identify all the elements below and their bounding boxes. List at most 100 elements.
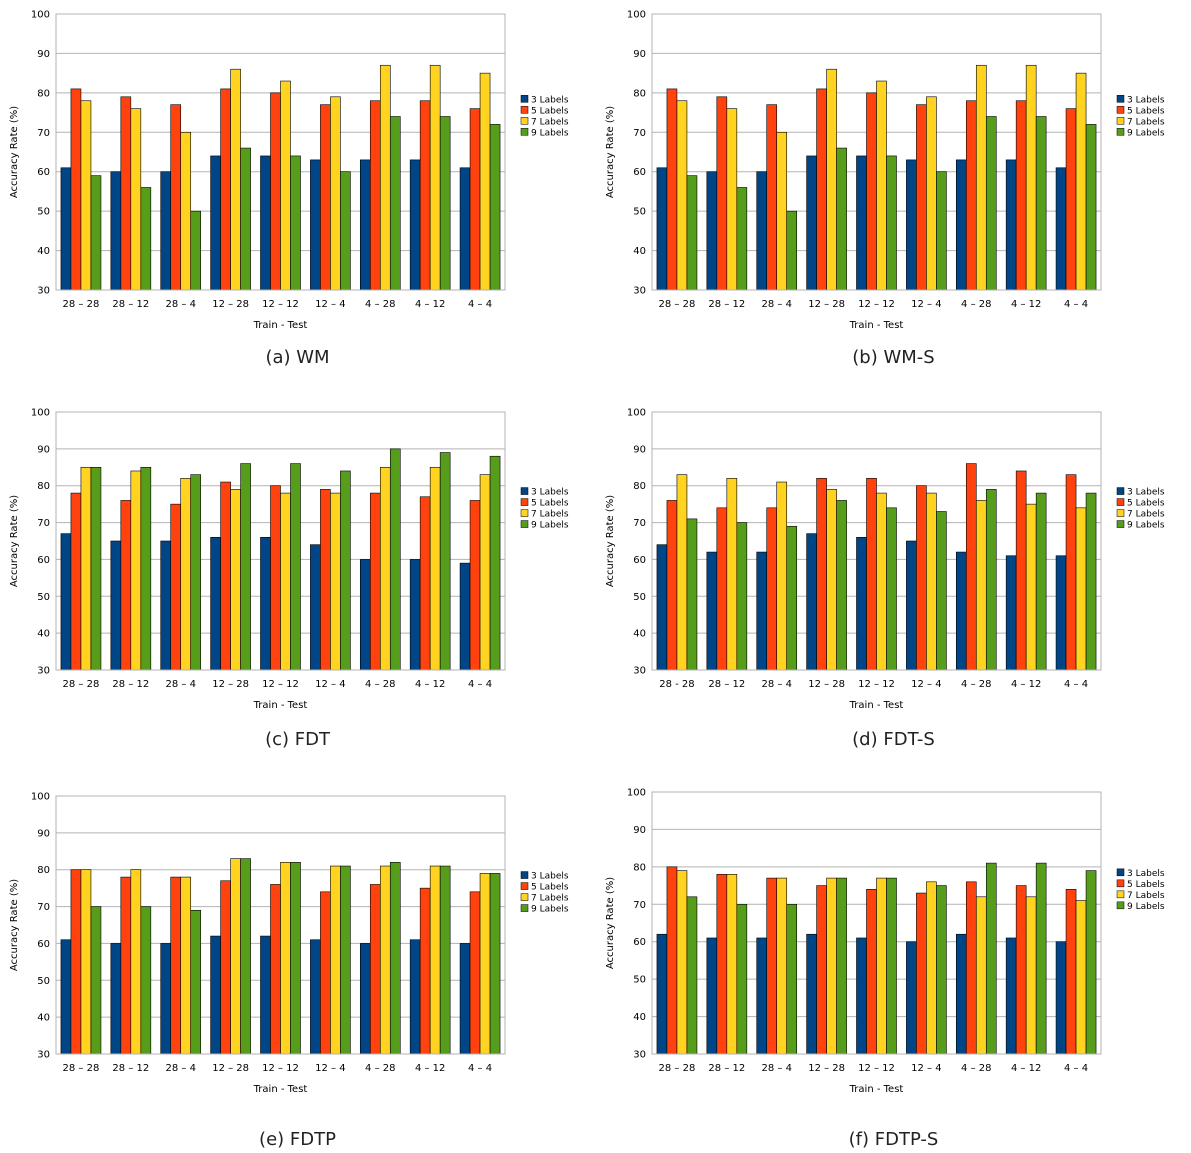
x-tick-label: 4 – 4: [1064, 679, 1088, 690]
chart-caption-a: (a) WM: [265, 347, 330, 368]
bar-5-labels: [419, 887, 431, 1055]
bar-5-labels: [270, 92, 281, 291]
bar-7-labels: [180, 131, 192, 291]
legend-label: 3 Labels: [531, 95, 569, 105]
bar-9-labels: [489, 873, 501, 1055]
x-tick-label: 4 – 12: [1011, 679, 1041, 690]
x-axis-title: Train - Test: [253, 1084, 308, 1095]
y-tick-label: 100: [31, 408, 50, 419]
bar-9-labels: [1035, 862, 1047, 1055]
bar-9-labels: [936, 885, 947, 1055]
bar-3-labels: [1005, 937, 1017, 1055]
y-tick-label: 40: [37, 629, 50, 640]
y-tick-label: 90: [633, 444, 646, 455]
bar-5-labels: [1065, 889, 1077, 1055]
bar-5-labels: [1015, 100, 1027, 291]
legend-label: 3 Labels: [1127, 869, 1165, 879]
y-tick-label: 90: [37, 444, 50, 455]
x-tick-label: 12 – 12: [262, 1063, 299, 1074]
bar-9-labels: [1035, 116, 1047, 291]
bar-3-labels: [409, 939, 421, 1055]
bar-7-labels: [130, 470, 142, 671]
legend-label: 5 Labels: [531, 883, 569, 893]
chart-panel-c: 30 40 50 60 70 80 90 100 28 – 28 28 – 12 28 – 4 12 …: [0, 384, 595, 768]
y-tick-label: 30: [633, 286, 646, 297]
x-axis-title: Train - Test: [849, 700, 904, 711]
legend-swatch: [520, 128, 529, 136]
bar-7-labels: [180, 478, 192, 671]
y-tick-label: 30: [37, 1050, 50, 1061]
bar-7-labels: [1025, 64, 1037, 291]
bar-3-labels: [110, 540, 122, 671]
x-tick-label: 4 – 12: [1011, 299, 1041, 310]
bar-3-labels: [210, 935, 221, 1055]
bar-9-labels: [786, 210, 798, 291]
legend-swatch: [1116, 128, 1125, 136]
x-tick-label: 12 – 28: [808, 679, 845, 690]
bar-9-labels: [240, 463, 251, 671]
x-tick-label: 28 – 28: [659, 1063, 696, 1074]
x-tick-label: 28 – 4: [761, 679, 791, 690]
bar-5-labels: [70, 88, 82, 291]
x-tick-label: 28 – 12: [112, 679, 149, 690]
legend-swatch: [1116, 901, 1125, 910]
y-tick-label: 30: [37, 286, 50, 297]
x-tick-label: 4 – 4: [1064, 1063, 1088, 1074]
bar-9-labels: [389, 116, 401, 291]
bar-5-labels: [469, 500, 481, 671]
bar-9-labels: [936, 171, 947, 291]
bar-7-labels: [429, 64, 441, 291]
bar-3-labels: [210, 155, 221, 291]
bar-3-labels: [110, 171, 122, 291]
x-tick-label: 4 – 12: [415, 679, 445, 690]
y-tick-label: 50: [37, 976, 50, 987]
bar-5-labels: [766, 104, 778, 291]
bar-7-labels: [826, 68, 837, 291]
bar-9-labels: [886, 507, 897, 671]
bar-3-labels: [310, 544, 321, 671]
y-tick-label: 60: [633, 555, 646, 566]
y-tick-label: 60: [633, 167, 646, 178]
bar-5-labels: [120, 96, 132, 291]
bar-3-labels: [160, 171, 172, 291]
plot-frame: [55, 411, 506, 671]
bar-5-labels: [120, 876, 132, 1055]
bar-3-labels: [459, 167, 471, 291]
legend-swatch: [520, 882, 529, 890]
bar-5-labels: [220, 880, 231, 1055]
x-tick-label: 4 – 4: [468, 1063, 492, 1074]
bar-3-labels: [310, 159, 321, 291]
x-tick-label: 28 – 4: [165, 1063, 195, 1074]
legend-swatch: [1116, 117, 1125, 125]
legend-swatch: [1116, 106, 1125, 114]
bar-9-labels: [489, 124, 501, 291]
x-tick-label: 28 – 28: [63, 1063, 100, 1074]
legend-swatch: [520, 893, 529, 901]
bar-7-labels: [80, 466, 92, 671]
bar-5-labels: [866, 478, 877, 671]
bar-9-labels: [190, 210, 202, 291]
bar-3-labels: [706, 937, 718, 1055]
x-tick-label: 4 – 4: [468, 299, 492, 310]
bar-3-labels: [856, 155, 867, 291]
bar-7-labels: [429, 865, 441, 1055]
bar-7-labels: [926, 492, 937, 671]
bar-5-labels: [666, 500, 678, 671]
bar-5-labels: [766, 877, 778, 1055]
x-tick-label: 4 – 12: [415, 299, 445, 310]
bar-9-labels: [140, 466, 152, 671]
y-tick-label: 80: [633, 862, 646, 873]
bar-7-labels: [280, 80, 291, 291]
bar-3-labels: [1055, 167, 1067, 291]
bar-7-labels: [776, 877, 788, 1055]
legend-label: 5 Labels: [531, 499, 569, 509]
bar-3-labels: [955, 933, 967, 1055]
x-tick-label: 4 – 28: [961, 679, 991, 690]
y-tick-label: 70: [37, 902, 50, 913]
bar-5-labels: [320, 891, 331, 1055]
bar-5-labels: [766, 507, 778, 671]
bar-3-labels: [906, 159, 917, 291]
bar-7-labels: [726, 478, 738, 671]
y-tick-label: 60: [37, 555, 50, 566]
y-tick-label: 90: [633, 49, 646, 60]
